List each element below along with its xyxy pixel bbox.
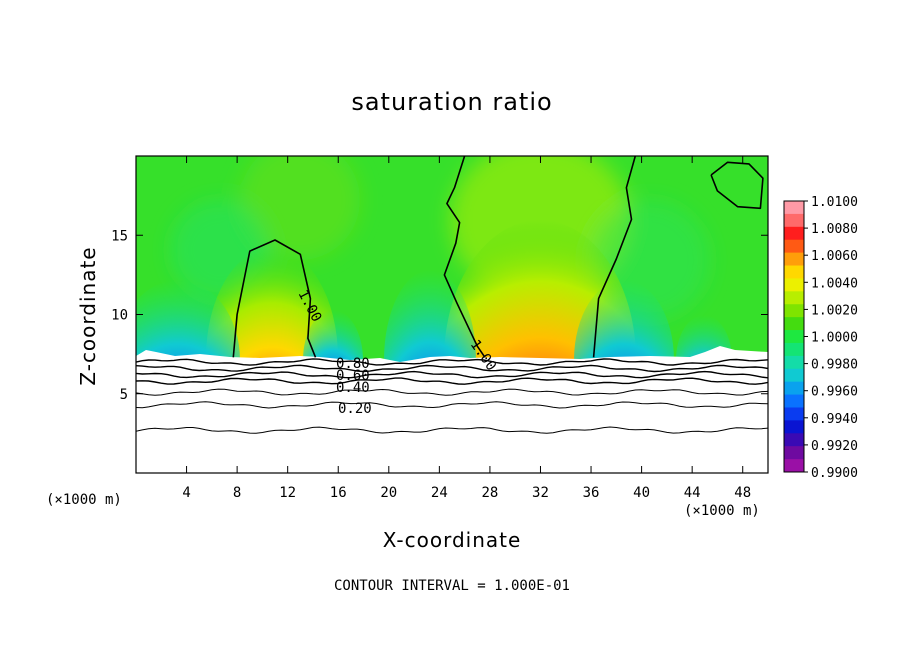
colorbar-swatch [784,317,804,331]
colorbar-label: 0.9940 [811,412,858,427]
colorbar-swatch [784,291,804,305]
x-tick-label: 20 [380,485,397,501]
colorbar-swatch [784,433,804,447]
colorbar-label: 0.9980 [811,358,858,373]
x-tick-label: 4 [182,485,190,501]
x-tick-label: 32 [532,485,549,501]
contour-line [136,426,768,434]
colorbar-swatch [784,304,804,318]
colorbar-label: 1.0100 [811,195,858,210]
colorbar-swatch [784,394,804,408]
y-tick-label: 10 [111,308,128,324]
x-unit-right: (×1000 m) [684,503,760,519]
colorbar-label: 1.0060 [811,249,858,264]
contour-line-1-00 [232,239,317,358]
contour-line-1-00 [443,156,486,358]
x-unit-left: (×1000 m) [46,492,122,508]
contour-line [136,358,768,366]
colorbar-swatch [784,342,804,357]
x-axis-label: X-coordinate [382,528,522,552]
contour-line-1-00 [592,156,637,358]
contour-label: 0.20 [338,401,372,417]
y-axis-label: Z-coordinate [76,246,100,386]
x-tick-label: 48 [734,485,751,501]
contour-label: 0.40 [336,380,370,396]
contour-line-1-00 [710,161,764,210]
colorbar-swatch [784,381,804,396]
x-tick-label: 40 [633,485,650,501]
contour-lines [136,156,768,434]
colorbar-swatch [784,226,804,241]
colorbar: 1.0100 1.0080 1.0060 1.0040 1.0020 1.0000 0.99… [783,195,858,481]
saturation-field [136,156,768,473]
x-tick-label: 8 [233,485,241,501]
x-tick-label: 12 [279,485,296,501]
colorbar-swatch [784,446,804,460]
x-tick-label: 36 [583,485,600,501]
contour-interval-note: CONTOUR INTERVAL = 1.000E-01 [333,578,570,594]
colorbar-label: 1.0080 [811,222,858,237]
colorbar-swatch [784,459,804,473]
x-tick-label: 28 [481,485,498,501]
colorbar-swatch [784,201,804,215]
x-tick-label: 16 [330,485,347,501]
colorbar-swatch [784,265,804,279]
colorbar-swatch [784,278,804,292]
contour-label: 0.60 [336,368,370,384]
colorbar-swatch [784,368,804,383]
colorbar-swatch [784,252,804,267]
contour-label: 0.80 [336,356,370,372]
colorbar-swatch [784,330,804,344]
contour-line [136,388,768,396]
contour-line [136,370,768,379]
chart-title: saturation ratio [351,88,553,116]
x-tick-label: 44 [684,485,701,501]
contour-line [136,364,768,373]
colorbar-label: 1.0040 [811,276,858,291]
x-tick-label: 24 [431,485,448,501]
contour-line [136,401,768,409]
colorbar-label: 1.0000 [811,331,858,346]
colorbar-swatch [784,420,804,434]
y-tick-label: 5 [120,387,128,403]
colorbar-label: 0.9960 [811,385,858,400]
colorbar-swatch [784,213,804,228]
colorbar-swatch [784,355,804,370]
colorbar-label: 0.9900 [811,466,858,481]
colorbar-label: 1.0020 [811,303,858,318]
colorbar-label: 0.9920 [811,439,858,454]
colorbar-swatch [784,407,804,421]
contour-line [136,377,768,385]
y-tick-label: 15 [111,228,128,244]
colorbar-swatch [784,239,804,254]
